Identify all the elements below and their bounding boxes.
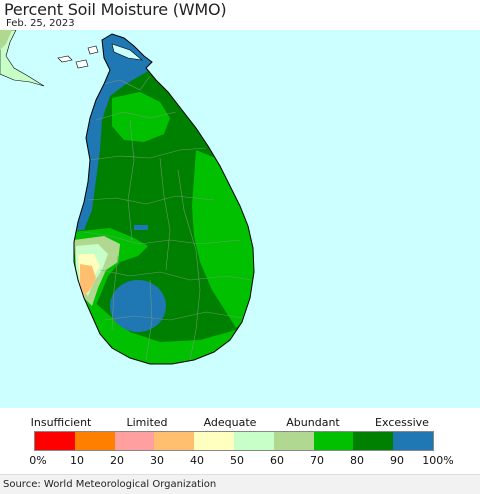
legend-tick: 90 [390,454,404,467]
legend-tick: 80 [350,454,364,467]
legend-category-abundant: Abundant [286,416,340,429]
legend-tick: 40 [190,454,204,467]
source-bar: Source: World Meteorological Organizatio… [0,474,480,494]
legend-swatch [313,432,354,450]
legend-swatch [233,432,274,450]
legend-swatch [74,432,115,450]
source-credit: Source: World Meteorological Organizatio… [3,479,217,490]
sri-lanka-soil-moisture-map [0,30,255,365]
legend-category-excessive: Excessive [375,416,429,429]
islet-1 [57,55,73,63]
map-date: Feb. 25, 2023 [6,18,75,29]
legend-swatch [35,432,75,450]
legend-tick: 50 [230,454,244,467]
legend-tick: 20 [110,454,124,467]
legend: Insufficient Limited Adequate Abundant E… [0,408,480,474]
legend-tick: 60 [270,454,284,467]
legend-swatch [194,432,234,450]
legend-tick: 0% [29,454,47,467]
legend-category-insufficient: Insufficient [30,416,92,429]
india-interior [0,30,12,50]
legend-tick: 100% [422,454,454,467]
map-title: Percent Soil Moisture (WMO) [4,0,227,19]
legend-tick: 30 [150,454,164,467]
islet-2 [75,59,89,69]
legend-swatch [114,432,155,450]
india-coast [0,30,45,87]
legend-category-adequate: Adequate [203,416,257,429]
legend-swatch [353,432,394,450]
map [0,30,480,408]
islet-3 [87,45,99,55]
district-boundaries [83,75,253,361]
legend-tick: 70 [310,454,324,467]
jaffna-lagoon [111,43,144,61]
legend-category-limited: Limited [126,416,168,429]
legend-colorbar [34,431,434,451]
sri-lanka-coastline [73,33,255,365]
legend-swatch [393,432,433,450]
legend-tick: 10 [70,454,84,467]
legend-swatch [154,432,195,450]
legend-swatch [273,432,314,450]
